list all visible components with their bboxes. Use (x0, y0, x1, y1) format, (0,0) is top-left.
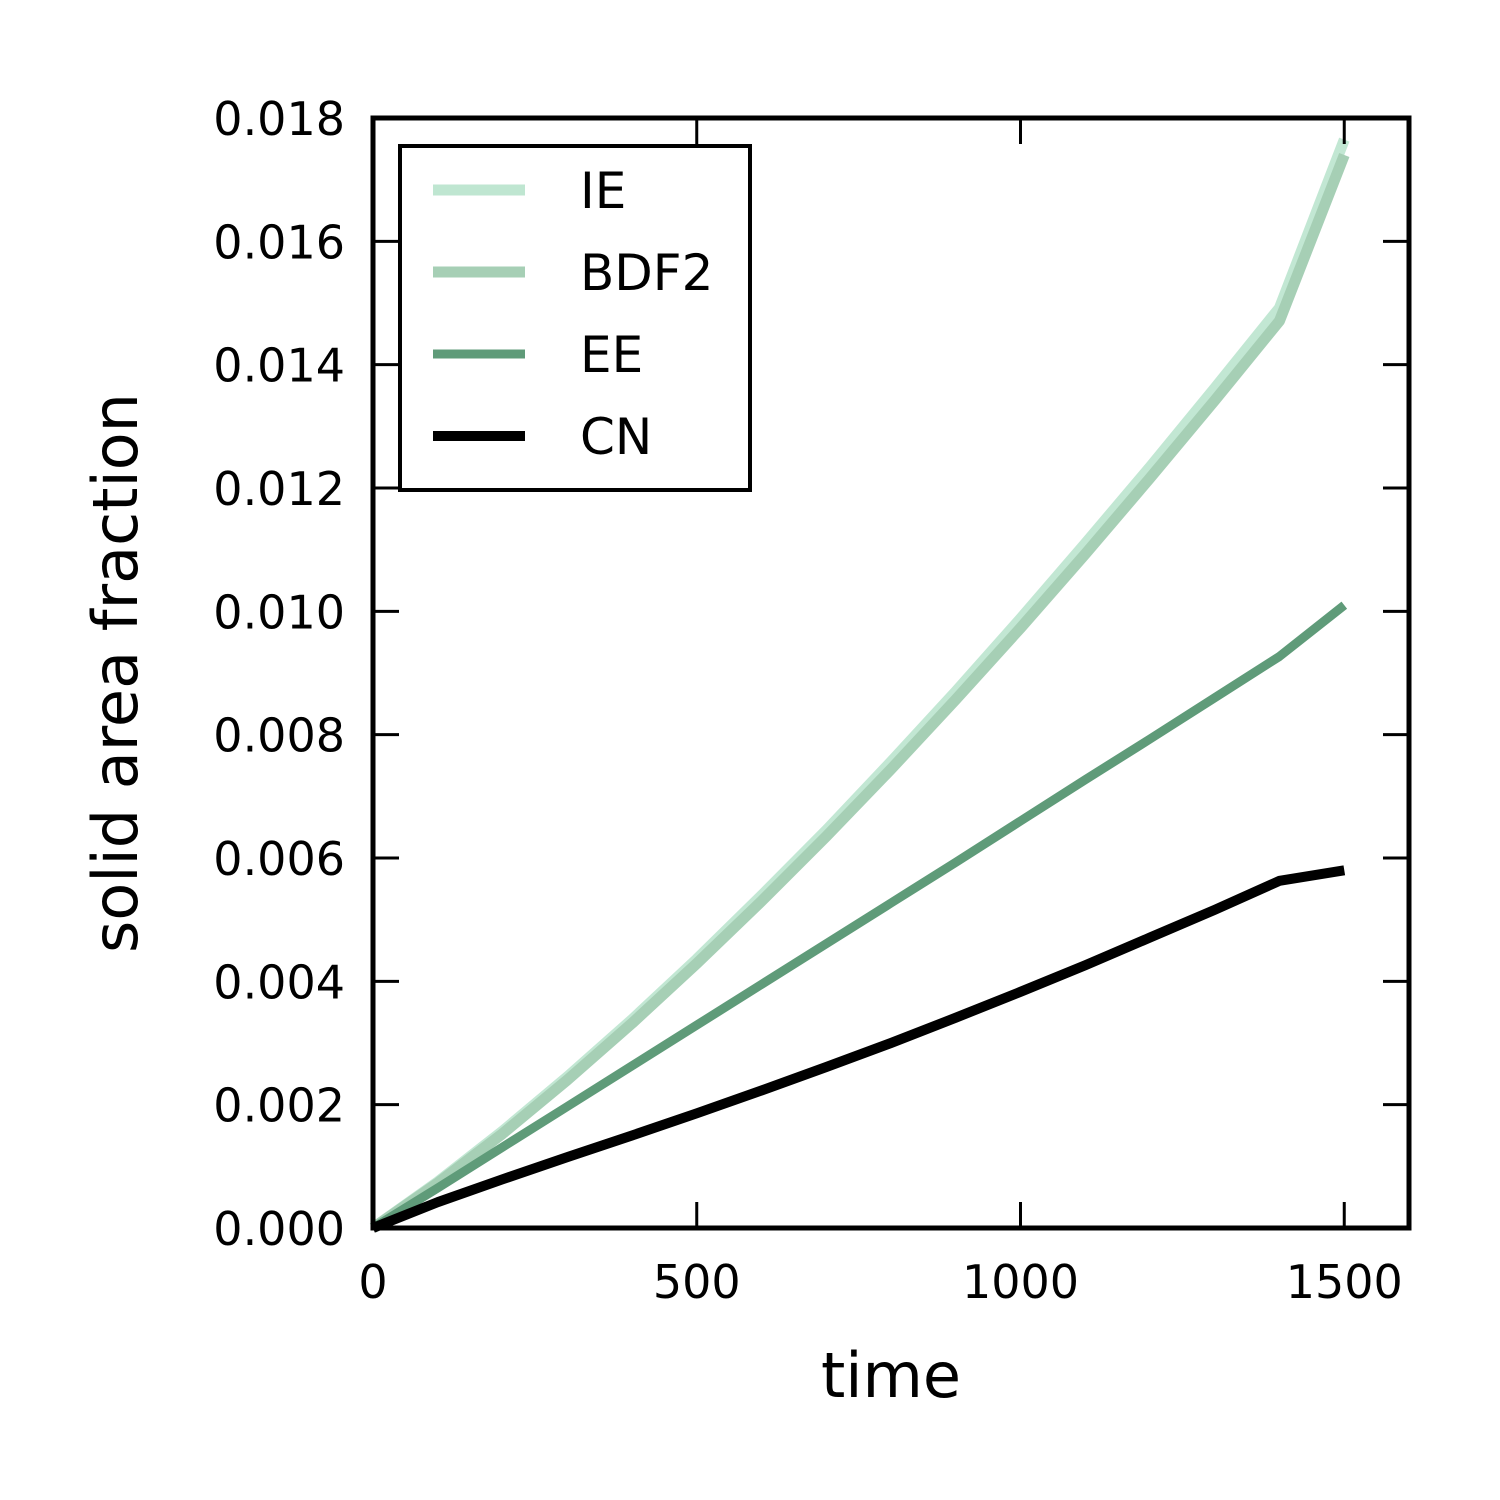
series-line-bdf2 (369, 152, 1350, 1233)
legend: IE BDF2 EE CN (398, 144, 752, 492)
series-layer (369, 137, 1350, 1233)
x-tick-label: 500 (653, 1255, 741, 1309)
ticks-layer: 0 500 1000 1500 0.000 0.002 0.004 0.006 0.008 0.0… (213, 92, 1409, 1309)
y-tick-label: 0.008 (213, 709, 345, 763)
y-tick-label: 0.016 (213, 215, 345, 269)
x-tick-label: 1000 (962, 1255, 1079, 1309)
x-tick-label: 1500 (1286, 1255, 1403, 1309)
y-tick-label: 0.006 (213, 832, 345, 886)
x-tick-label: 0 (358, 1255, 387, 1309)
y-tick-label: 0.000 (213, 1202, 345, 1256)
series-line-ee (370, 601, 1348, 1232)
y-tick-label: 0.010 (213, 585, 345, 639)
x-axis-label: time (821, 1339, 961, 1412)
legend-label-cn: CN (580, 408, 652, 466)
legend-label-ie: IE (580, 162, 626, 220)
y-tick-label: 0.018 (213, 92, 345, 146)
y-tick-label: 0.004 (213, 955, 345, 1009)
y-tick-label: 0.002 (213, 1079, 345, 1133)
legend-label-ee: EE (580, 326, 643, 384)
y-tick-label: 0.012 (213, 462, 345, 516)
legend-label-bdf2: BDF2 (580, 244, 713, 302)
legend-frame (398, 144, 752, 492)
y-tick-label: 0.014 (213, 339, 345, 393)
plot-frame (370, 115, 1412, 1231)
series-line-cn (371, 865, 1346, 1233)
y-axis-label: solid area fraction (79, 393, 152, 953)
